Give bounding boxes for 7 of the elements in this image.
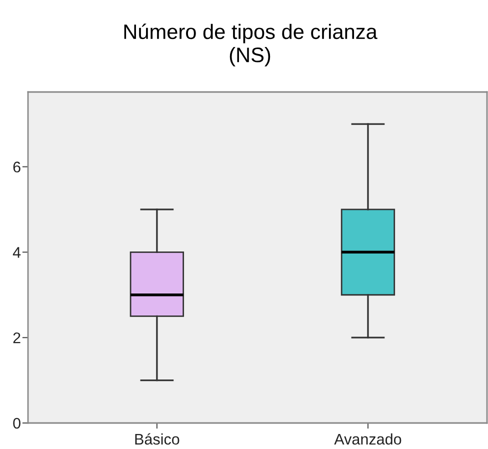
y-tick-label: 4: [12, 247, 21, 258]
y-tick-label: 6: [13, 162, 20, 172]
x-tick-label: Avanzado: [334, 433, 402, 445]
y-tick-label: 0: [13, 418, 20, 429]
x-tick-label: Básico: [135, 433, 180, 445]
chart-title: Número de tipos de crianza (NS): [124, 24, 378, 66]
y-tick-label: 2: [13, 332, 20, 344]
